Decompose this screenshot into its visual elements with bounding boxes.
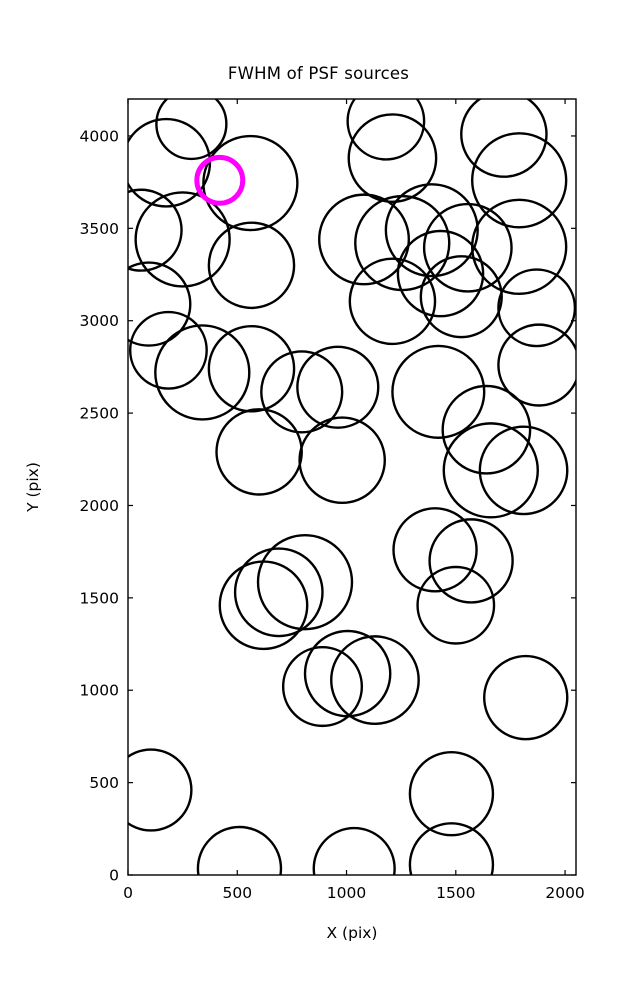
psf-source-circle [128, 310, 208, 390]
psf-source-circle [441, 384, 532, 475]
psf-source-circle [396, 229, 485, 318]
psf-source-circle [202, 134, 299, 232]
highlighted-psf-circle [194, 154, 246, 206]
psf-source-circle [428, 518, 514, 604]
y-tick-label: 1000 [80, 682, 119, 700]
psf-source-circle [207, 221, 296, 310]
y-tick-label: 0 [109, 867, 119, 885]
psf-source-circle [460, 99, 548, 178]
psf-source-circle [384, 183, 479, 278]
x-tick-label: 1000 [327, 884, 366, 902]
psf-source-circle [318, 193, 411, 286]
psf-source-circle [478, 425, 569, 516]
psf-source-circle [391, 344, 486, 439]
psf-source-circle [128, 188, 183, 272]
psf-source-circle [497, 268, 576, 348]
highlight-source-circle [194, 154, 246, 206]
psf-source-circle [408, 822, 495, 875]
y-tick-label: 500 [89, 774, 119, 792]
y-tick-label: 2000 [80, 497, 119, 515]
psf-source-circle [207, 324, 296, 413]
x-axis-ticks: 0 500 1000 1500 2000 [123, 99, 585, 902]
psf-source-circle [346, 99, 426, 161]
psf-source-circle [196, 825, 283, 875]
psf-source-circle [298, 416, 386, 505]
psf-source-circle [134, 191, 231, 288]
psf-source-circle [392, 507, 478, 593]
psf-source-circle [154, 324, 251, 421]
y-tick-label: 3500 [80, 220, 119, 238]
psf-source-circle [497, 323, 576, 407]
psf-source-circle [256, 533, 354, 631]
psf-source-circle [419, 255, 503, 339]
psf-source-circle [281, 645, 364, 728]
plot-background [128, 99, 576, 875]
psf-source-circle [218, 560, 309, 651]
psf-source-circle [408, 750, 495, 837]
page-title: FWHM of PSF sources [227, 64, 410, 83]
psf-source-circle [348, 257, 437, 346]
psf-source-circle [470, 198, 568, 295]
psf-source-circle [312, 826, 396, 875]
x-tick-label: 2000 [545, 884, 584, 902]
y-tick-label: 4000 [80, 127, 119, 145]
psf-source-circle [422, 202, 513, 293]
x-tick-label: 500 [222, 884, 252, 902]
plot-frame [127, 98, 577, 876]
y-axis-ticks: 0 500 1000 1500 2000 2500 3000 3500 4000 [80, 127, 576, 885]
psf-source-circle [128, 261, 192, 347]
psf-source-circle [260, 350, 344, 434]
y-tick-label: 1500 [80, 589, 119, 607]
y-axis-title: Y (pix) [24, 462, 42, 513]
psf-source-circle [155, 99, 228, 161]
psf-source-circle [470, 132, 568, 229]
psf-source-circle [128, 117, 212, 208]
psf-source-circle [215, 408, 303, 496]
psf-source-circle [128, 748, 193, 832]
psf-source-circle [416, 565, 496, 645]
x-tick-label: 0 [123, 884, 133, 902]
psf-source-circle [330, 635, 420, 725]
psf-source-circles [128, 99, 576, 875]
psf-source-circle [442, 422, 539, 519]
x-axis-title: X (pix) [327, 924, 378, 942]
psf-source-circle [296, 345, 380, 429]
x-tick-label: 1500 [436, 884, 475, 902]
y-tick-label: 3000 [80, 312, 119, 330]
psf-source-circle [347, 113, 438, 204]
y-tick-label: 2500 [80, 405, 119, 423]
psf-source-circle [483, 654, 569, 741]
psf-source-circle [233, 547, 324, 638]
